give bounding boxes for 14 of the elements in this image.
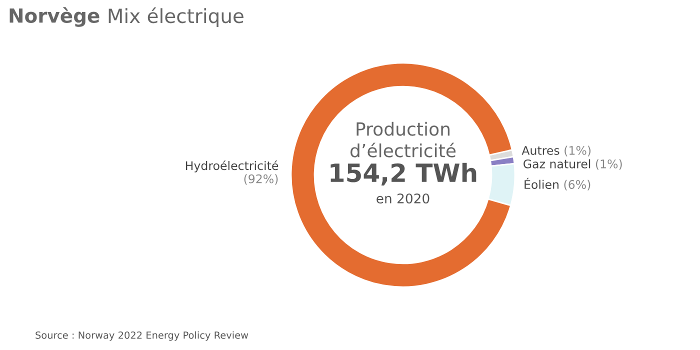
chart-subtitle: Mix électrique	[108, 7, 244, 27]
source-note: Source : Norway 2022 Energy Policy Review	[36, 331, 248, 341]
slice-label: Hydroélectricité	[186, 160, 278, 172]
slice-label: Gaz naturel	[524, 159, 590, 168]
text: Production d’électricité	[350, 122, 456, 158]
slice-label: Autres	[522, 146, 560, 155]
data-label: (1%)	[596, 159, 622, 170]
data-label: (6%)	[564, 180, 590, 190]
data-label: (92%)	[244, 174, 278, 185]
data-label: (1%)	[564, 146, 591, 156]
chart-title: Norvège	[10, 7, 100, 27]
text: 154,2 TWh	[330, 162, 476, 186]
text: en 2020	[376, 193, 430, 204]
slice-label: Éolien	[524, 178, 558, 189]
